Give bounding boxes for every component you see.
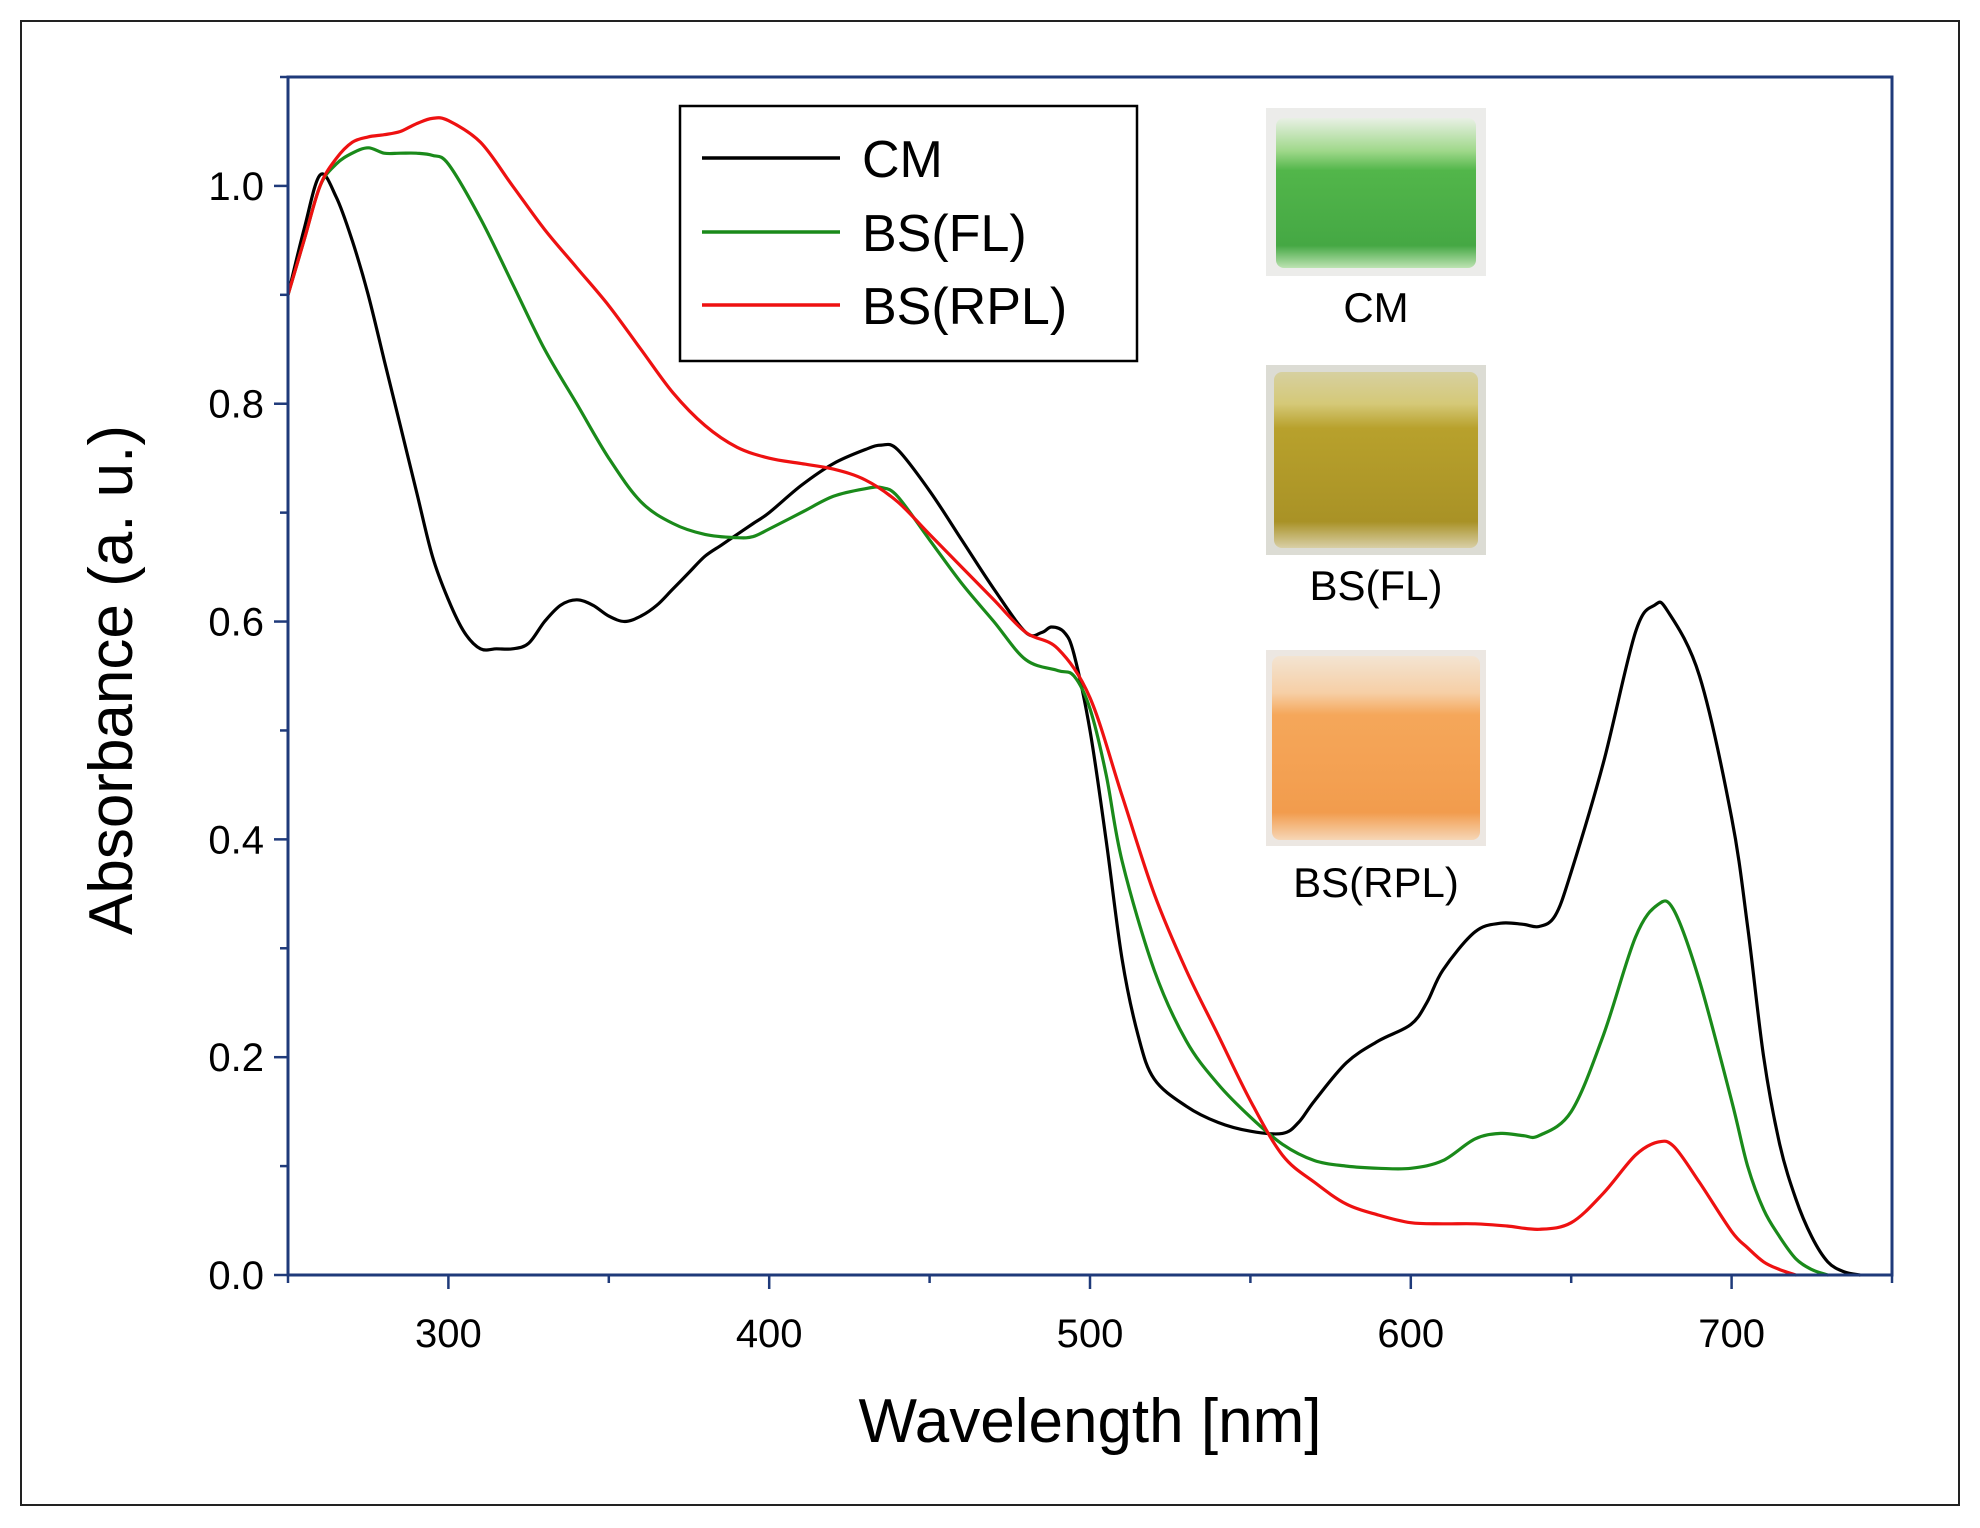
x-axis-title: Wavelength [nm] <box>859 1387 1322 1456</box>
y-tick-label: 0.2 <box>208 1036 264 1080</box>
figure-frame <box>20 20 1960 1506</box>
x-tick-label: 700 <box>1698 1312 1765 1356</box>
photo-label-cm: CM <box>1343 284 1408 331</box>
vial-liquid-image <box>1272 656 1480 840</box>
series-line-cm <box>286 172 1862 1277</box>
data-series <box>286 116 1862 1277</box>
vial-liquid-image <box>1274 372 1478 548</box>
x-tick-label: 600 <box>1377 1312 1444 1356</box>
y-axis-title: Absorbance (a. u.) <box>77 425 146 935</box>
photo-label-bs-fl: BS(FL) <box>1309 562 1442 609</box>
y-tick-label: 1.0 <box>208 165 264 209</box>
legend: CM BS(FL) BS(RPL) <box>678 104 1139 363</box>
y-tick-label: 0.6 <box>208 601 264 645</box>
photo-cm: CM <box>1266 108 1486 331</box>
legend-label-cm: CM <box>862 131 943 189</box>
photo-bs-rpl: BS(RPL) <box>1266 650 1486 906</box>
legend-label-bs-fl: BS(FL) <box>862 205 1027 263</box>
y-tick-label: 0.0 <box>208 1254 264 1298</box>
series-line-bs-fl <box>286 146 1830 1277</box>
series-line-bs-rpl <box>286 116 1798 1277</box>
photo-bs-fl: BS(FL) <box>1266 365 1486 609</box>
vial-liquid-image <box>1276 118 1476 268</box>
legend-label-bs-rpl: BS(RPL) <box>862 278 1067 336</box>
y-tick-label: 0.8 <box>208 383 264 427</box>
photo-label-bs-rpl: BS(RPL) <box>1293 859 1459 906</box>
x-tick-label: 400 <box>736 1312 803 1356</box>
y-tick-label: 0.4 <box>208 818 264 862</box>
axis-ticks: 300 400 500 600 700 0.0 0.2 0.4 0.6 0.8 1.0 <box>208 75 1894 1356</box>
x-tick-label: 500 <box>1057 1312 1124 1356</box>
x-tick-label: 300 <box>415 1312 482 1356</box>
axes-frame <box>286 75 1894 1277</box>
